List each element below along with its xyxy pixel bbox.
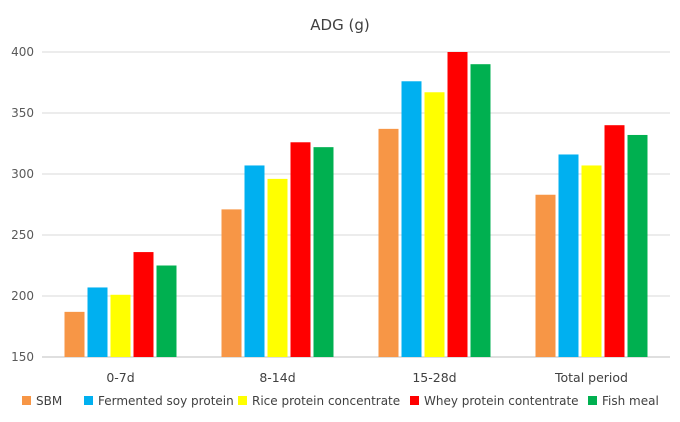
- bars: [64, 52, 648, 357]
- legend-label: Rice protein concentrate: [252, 394, 400, 408]
- y-axis-ticks: 150 200 250 300 350 400: [11, 45, 34, 364]
- legend-label: Fermented soy protein: [98, 394, 234, 408]
- bar: [535, 194, 556, 357]
- legend-label: Fish meal: [602, 394, 659, 408]
- legend-label: Whey protein contentrate: [424, 394, 579, 408]
- x-category-label: 15-28d: [412, 370, 456, 385]
- legend-label: SBM: [36, 394, 62, 408]
- x-category-label: 8-14d: [259, 370, 295, 385]
- legend-swatch: [410, 396, 419, 405]
- y-tick-label: 250: [11, 228, 34, 242]
- bar: [558, 154, 579, 357]
- y-tick-label: 350: [11, 106, 34, 120]
- y-tick-label: 300: [11, 167, 34, 181]
- x-category-label: 0-7d: [106, 370, 134, 385]
- bar: [424, 92, 445, 357]
- bar: [64, 311, 85, 357]
- bar: [290, 142, 311, 357]
- bar: [87, 287, 108, 357]
- bar: [313, 147, 334, 357]
- bar: [470, 64, 491, 357]
- bar: [627, 134, 648, 357]
- y-tick-label: 400: [11, 45, 34, 59]
- y-tick-label: 200: [11, 289, 34, 303]
- bar: [401, 81, 422, 357]
- x-category-label: Total period: [554, 370, 628, 385]
- legend: SBM Fermented soy protein Rice protein con…: [22, 394, 659, 408]
- legend-swatch: [84, 396, 93, 405]
- bar: [378, 128, 399, 357]
- x-axis-categories: 0-7d 8-14d 15-28d Total period: [106, 370, 628, 385]
- chart-title: ADG (g): [310, 16, 369, 34]
- bar: [110, 294, 131, 357]
- bar: [221, 209, 242, 357]
- bar: [267, 178, 288, 357]
- bar: [156, 265, 177, 357]
- legend-swatch: [238, 396, 247, 405]
- bar: [244, 165, 265, 357]
- bar: [581, 165, 602, 357]
- bar: [447, 52, 468, 357]
- bar: [604, 125, 625, 357]
- legend-swatch: [588, 396, 597, 405]
- y-tick-label: 150: [11, 350, 34, 364]
- legend-swatch: [22, 396, 31, 405]
- bar: [133, 252, 154, 357]
